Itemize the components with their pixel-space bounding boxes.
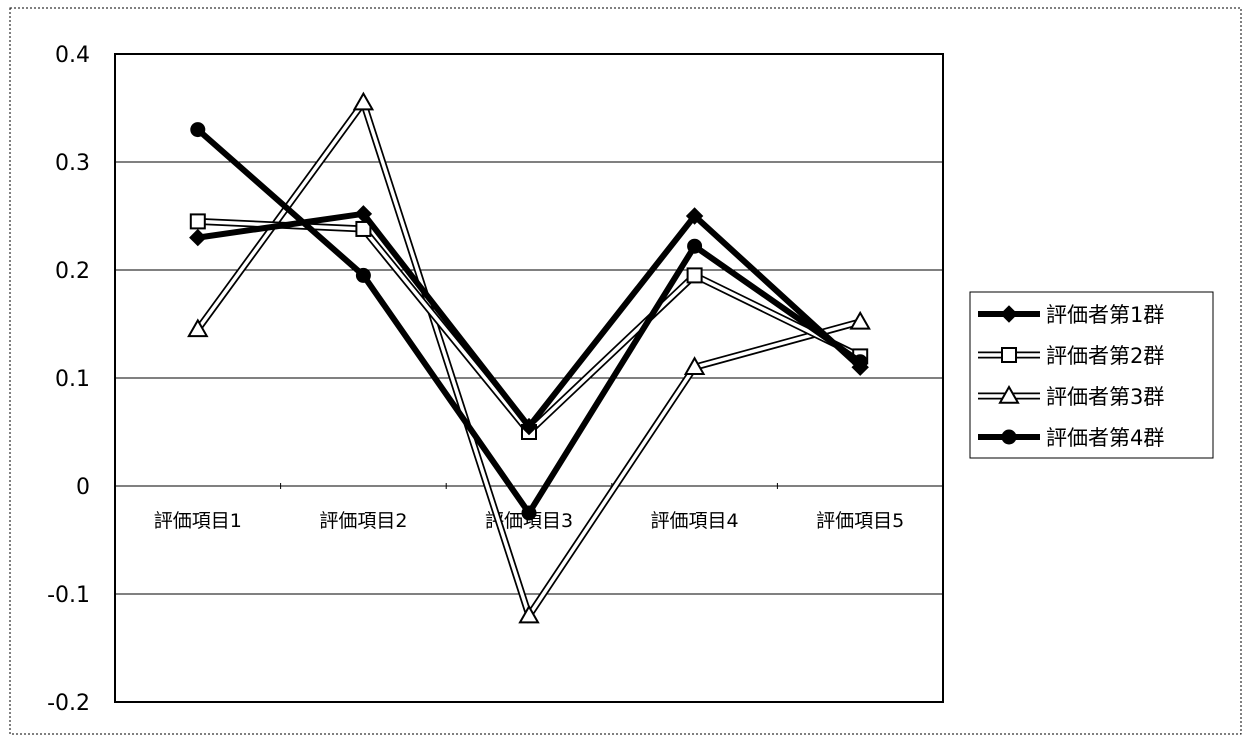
x-category-label: 評価項目2 bbox=[319, 510, 407, 532]
legend-item: 評価者第1群 bbox=[978, 303, 1164, 327]
x-axis-categories: 評価項目1 評価項目2 評価項目3 評価項目4 評価項目5 bbox=[154, 483, 904, 532]
y-tick-label: 0 bbox=[76, 475, 90, 500]
series-marker bbox=[1000, 305, 1018, 323]
series-marker bbox=[683, 356, 706, 375]
series-3 bbox=[187, 91, 871, 624]
y-tick-label: 0.1 bbox=[55, 367, 90, 392]
series-marker bbox=[354, 205, 373, 223]
y-tick-label: -0.1 bbox=[47, 583, 90, 608]
series-4 bbox=[190, 122, 868, 521]
series-marker bbox=[520, 417, 538, 436]
series-marker bbox=[687, 238, 703, 254]
series-marker bbox=[1001, 429, 1017, 445]
legend-item: 評価者第3群 bbox=[978, 384, 1164, 409]
x-category-label: 評価項目4 bbox=[651, 510, 739, 532]
x-category-label: 評価項目1 bbox=[154, 510, 242, 532]
series-marker bbox=[355, 267, 371, 283]
series-marker bbox=[518, 604, 540, 624]
legend-label: 評価者第1群 bbox=[1046, 303, 1164, 327]
series-marker bbox=[849, 310, 871, 330]
series-marker bbox=[187, 318, 209, 338]
y-tick-label: 0.4 bbox=[55, 43, 90, 68]
y-tick-label: -0.2 bbox=[47, 691, 90, 716]
series-marker bbox=[852, 354, 868, 370]
legend-label: 評価者第3群 bbox=[1046, 385, 1164, 409]
series-marker bbox=[189, 213, 206, 230]
y-axis-ticks: 0.4 0.3 0.2 0.1 0 -0.1 -0.2 bbox=[47, 43, 90, 716]
x-category-label: 評価項目3 bbox=[485, 510, 573, 532]
series-lines bbox=[187, 91, 871, 624]
series-marker bbox=[998, 384, 1020, 404]
series-marker bbox=[685, 207, 704, 225]
series-marker bbox=[521, 505, 537, 521]
series-marker bbox=[190, 122, 206, 138]
legend-label: 評価者第4群 bbox=[1046, 426, 1164, 450]
series-marker bbox=[1001, 347, 1017, 363]
x-category-label: 評価項目5 bbox=[816, 510, 904, 532]
legend-label: 評価者第2群 bbox=[1046, 344, 1164, 368]
series-marker bbox=[189, 228, 207, 247]
gridlines bbox=[115, 161, 943, 595]
legend-item: 評価者第2群 bbox=[978, 344, 1164, 368]
series-marker bbox=[352, 91, 375, 111]
y-tick-label: 0.3 bbox=[55, 151, 90, 176]
y-tick-label: 0.2 bbox=[55, 259, 90, 284]
legend-item: 評価者第4群 bbox=[978, 426, 1164, 450]
series-marker bbox=[686, 267, 703, 284]
